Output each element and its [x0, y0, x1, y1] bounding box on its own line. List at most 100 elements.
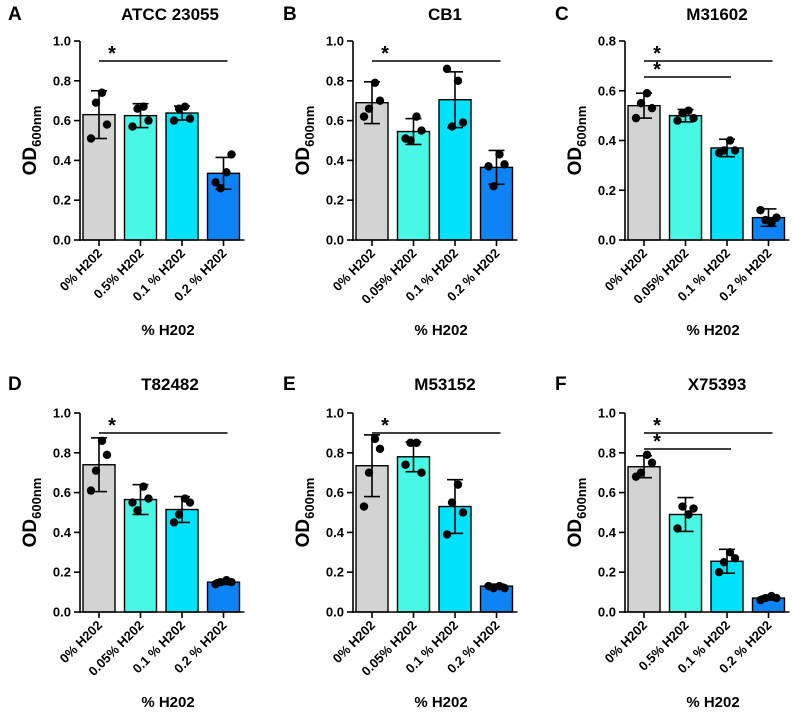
data-point	[102, 120, 112, 129]
y-axis-label-subscript: 600nm	[574, 106, 589, 147]
y-tick-label: 0.2	[326, 193, 344, 208]
data-point	[500, 160, 509, 169]
y-tick-label: 0.4	[326, 525, 345, 540]
y-tick-label: 0.0	[53, 605, 71, 620]
y-axis-label: OD600nm	[565, 478, 589, 548]
y-axis-label: OD600nm	[293, 478, 317, 548]
data-point	[169, 518, 179, 527]
y-tick-label: 0.2	[598, 565, 616, 580]
data-point	[489, 182, 498, 191]
data-point	[227, 577, 236, 587]
data-point	[128, 122, 137, 131]
data-point	[139, 102, 148, 111]
y-tick-label: 0.4	[326, 153, 345, 168]
significance-star: *	[381, 415, 389, 437]
data-point	[86, 134, 96, 143]
data-point	[133, 506, 142, 515]
data-point	[406, 438, 415, 448]
chart-title: X75393	[688, 375, 747, 394]
significance-star: *	[381, 43, 389, 65]
y-tick-label: 0.6	[326, 485, 344, 500]
y-tick-label: 0.8	[326, 73, 344, 88]
data-point	[128, 498, 137, 507]
data-point	[359, 112, 369, 121]
y-axis-label-subscript: 600nm	[29, 106, 44, 147]
y-tick-label: 0.6	[53, 113, 71, 128]
panel-letter: A	[8, 4, 22, 25]
x-axis-label: % H202	[141, 322, 194, 339]
data-point	[406, 136, 415, 145]
data-point	[97, 88, 107, 97]
data-point	[211, 178, 220, 187]
bar	[627, 466, 661, 613]
data-point	[447, 498, 457, 507]
data-point	[673, 116, 682, 125]
data-point	[102, 450, 112, 459]
data-point	[364, 468, 374, 477]
bar	[355, 101, 389, 241]
y-tick-label: 0.4	[598, 133, 617, 148]
chart-title: T82482	[141, 375, 199, 394]
y-tick-label: 0.0	[326, 233, 344, 248]
y-axis-label-main: OD	[293, 147, 314, 176]
x-axis-label: % H202	[141, 694, 194, 711]
data-point	[453, 76, 463, 86]
panel-letter: C	[555, 4, 569, 25]
data-point	[642, 450, 652, 459]
panel-letter: F	[555, 374, 567, 395]
data-point	[647, 458, 657, 467]
bar	[123, 114, 158, 241]
data-point	[185, 114, 195, 123]
chart-title: ATCC 23055	[121, 5, 219, 24]
data-point	[174, 510, 184, 519]
bar	[396, 456, 431, 613]
y-axis-label: OD600nm	[565, 106, 589, 176]
significance-star: *	[653, 431, 661, 453]
y-tick-label: 1.0	[598, 406, 616, 421]
data-point	[730, 146, 740, 155]
data-point	[442, 64, 452, 74]
bar	[668, 114, 703, 241]
y-tick-label: 0.8	[598, 34, 616, 49]
panel-letter: B	[283, 4, 297, 25]
significance-star: *	[653, 415, 661, 437]
data-point	[642, 89, 652, 98]
data-point	[359, 502, 369, 511]
data-point	[453, 480, 463, 489]
x-axis-label: % H202	[686, 322, 739, 339]
data-point	[169, 116, 179, 125]
data-point	[689, 504, 698, 513]
y-tick-label: 0.2	[598, 183, 616, 198]
y-tick-label: 0.4	[598, 525, 617, 540]
data-point	[725, 548, 735, 557]
data-point	[636, 98, 646, 108]
data-point	[631, 113, 641, 123]
bar	[710, 147, 744, 241]
data-point	[673, 524, 682, 533]
y-axis-label-main: OD	[20, 519, 41, 548]
data-point	[458, 118, 468, 127]
y-axis-label-main: OD	[293, 519, 314, 548]
data-point	[647, 103, 657, 113]
significance-star: *	[108, 43, 116, 65]
data-point	[144, 116, 153, 125]
panel-letter: D	[8, 374, 22, 395]
bar	[165, 112, 199, 241]
y-tick-label: 0.8	[598, 445, 616, 460]
x-axis-label: % H202	[414, 322, 467, 339]
significance-star: *	[653, 43, 661, 65]
data-point	[364, 104, 374, 113]
y-tick-label: 0.6	[326, 113, 344, 128]
y-axis-label-main: OD	[565, 519, 586, 548]
y-axis-label-subscript: 600nm	[29, 478, 44, 519]
data-point	[144, 494, 153, 503]
data-point	[719, 558, 729, 567]
data-point	[216, 184, 225, 193]
data-point	[91, 466, 101, 475]
data-point	[772, 213, 781, 222]
y-tick-label: 0.8	[53, 73, 71, 88]
